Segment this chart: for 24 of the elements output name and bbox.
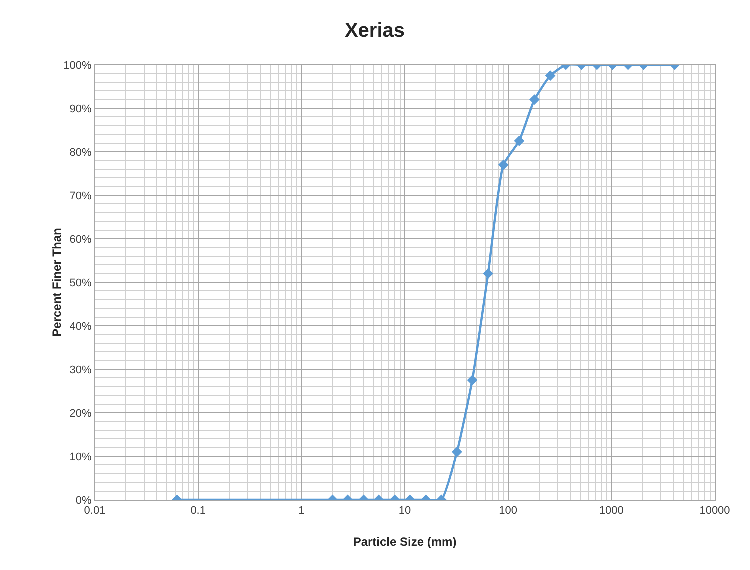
y-tick-label: 80% xyxy=(70,146,92,159)
y-tick-label: 50% xyxy=(70,277,92,290)
x-tick-label: 10 xyxy=(398,505,412,518)
x-tick-label: 100 xyxy=(499,505,518,518)
y-tick-label: 20% xyxy=(70,408,92,420)
y-tick-label: 40% xyxy=(70,320,92,333)
y-tick-label: 30% xyxy=(70,364,92,376)
y-tick-label: 0% xyxy=(76,494,92,507)
y-tick-label: 70% xyxy=(70,190,92,202)
point xyxy=(498,160,509,170)
y-tick-label: 90% xyxy=(70,103,92,116)
x-tick-label: 0.1 xyxy=(190,505,206,518)
y-tick-label: 60% xyxy=(70,234,92,246)
x-tick-label: 1000 xyxy=(599,505,624,518)
y-tick-label: 100% xyxy=(64,60,92,72)
x-tick-label: 0.01 xyxy=(84,505,106,518)
x-axis-title: Particle Size (mm) xyxy=(353,535,457,549)
y-axis-title: Percent Finer Than xyxy=(50,228,64,337)
y-tick-label: 10% xyxy=(70,451,92,464)
point xyxy=(483,268,494,279)
x-tick-label: 10000 xyxy=(700,505,730,518)
x-tick-label: 1 xyxy=(298,505,305,518)
chart-title: Xerias xyxy=(344,20,406,42)
point xyxy=(467,375,478,386)
